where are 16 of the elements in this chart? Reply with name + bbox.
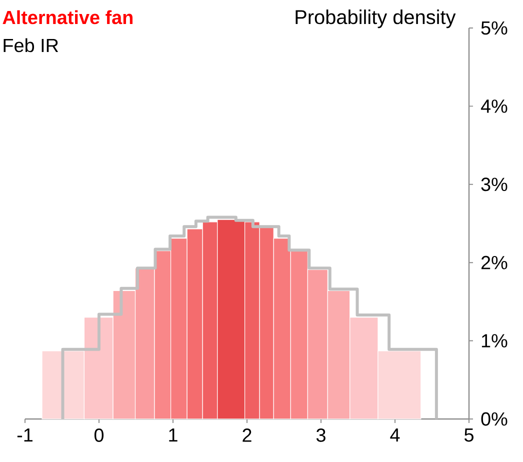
y-tick-label: 3% bbox=[481, 178, 508, 192]
y-tick-label: 2% bbox=[481, 256, 508, 270]
x-tick-label: 2 bbox=[242, 428, 252, 442]
chart-title: Alternative fan bbox=[2, 10, 132, 24]
x-tick-label: 5 bbox=[464, 428, 474, 442]
x-tick-label: 3 bbox=[316, 428, 326, 442]
y-axis-title: Probability density bbox=[296, 10, 456, 28]
y-tick-label: 0% bbox=[481, 412, 508, 426]
y-tick-label: 1% bbox=[482, 334, 508, 348]
x-tick-label: 0 bbox=[94, 428, 104, 442]
y-tick-label: 4% bbox=[480, 100, 508, 113]
y-tick-label: 5% bbox=[481, 21, 508, 35]
x-tick-label: -1 bbox=[17, 428, 32, 442]
x-tick-label: 4 bbox=[390, 428, 400, 442]
chart-subtitle: Feb IR bbox=[4, 38, 58, 52]
x-tick-label: 1 bbox=[169, 428, 178, 442]
